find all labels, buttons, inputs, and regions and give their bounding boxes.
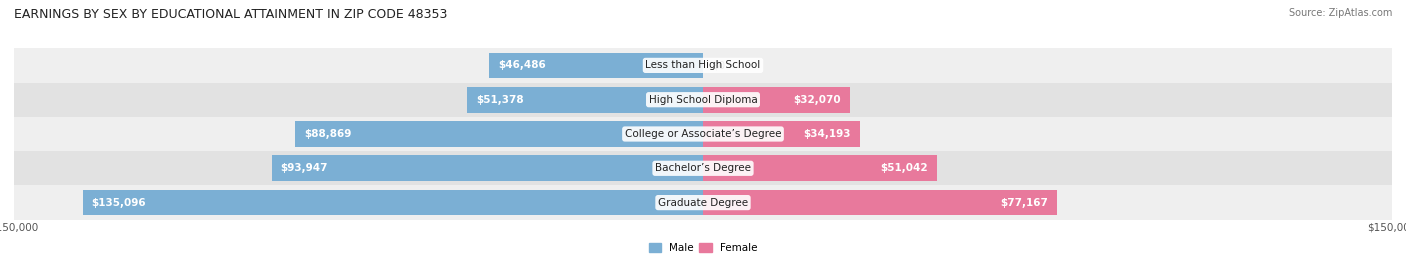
Text: $88,869: $88,869 [304,129,352,139]
Text: Bachelor’s Degree: Bachelor’s Degree [655,163,751,173]
Bar [271,155,703,181]
Bar [703,155,938,181]
Bar [703,121,860,147]
Text: $32,070: $32,070 [793,95,841,105]
Text: $34,193: $34,193 [803,129,851,139]
Text: $0: $0 [713,60,725,70]
Bar [14,151,1392,185]
Bar [295,121,703,147]
Bar [703,87,851,113]
Text: $51,378: $51,378 [477,95,524,105]
Text: High School Diploma: High School Diploma [648,95,758,105]
Bar [14,117,1392,151]
Legend: Male, Female: Male, Female [644,239,762,258]
Bar [14,185,1392,220]
Text: $77,167: $77,167 [1000,198,1049,208]
Text: College or Associate’s Degree: College or Associate’s Degree [624,129,782,139]
Text: $46,486: $46,486 [499,60,547,70]
Bar [467,87,703,113]
Text: $93,947: $93,947 [281,163,328,173]
Bar [14,83,1392,117]
Text: Less than High School: Less than High School [645,60,761,70]
Bar [703,190,1057,215]
Bar [489,53,703,78]
Bar [83,190,703,215]
Text: Source: ZipAtlas.com: Source: ZipAtlas.com [1288,8,1392,18]
Text: EARNINGS BY SEX BY EDUCATIONAL ATTAINMENT IN ZIP CODE 48353: EARNINGS BY SEX BY EDUCATIONAL ATTAINMEN… [14,8,447,21]
Text: $51,042: $51,042 [880,163,928,173]
Bar [14,48,1392,83]
Text: Graduate Degree: Graduate Degree [658,198,748,208]
Text: $135,096: $135,096 [91,198,146,208]
